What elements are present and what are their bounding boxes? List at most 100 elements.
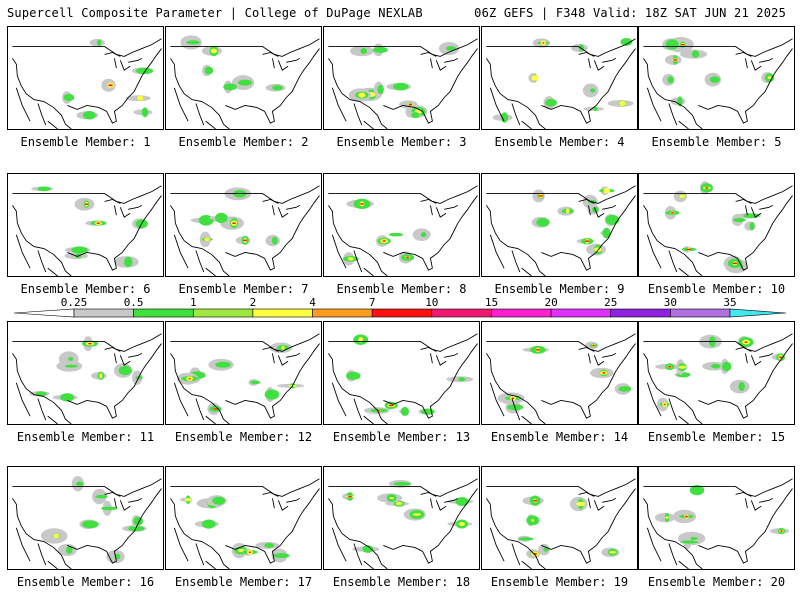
colorbar-tick-label: 25 bbox=[604, 296, 617, 309]
field-blob-green bbox=[749, 222, 755, 231]
lakes-outline bbox=[578, 199, 617, 218]
field-blob-yellow bbox=[531, 75, 539, 81]
coastline bbox=[12, 195, 162, 276]
ensemble-member-map bbox=[638, 26, 795, 130]
mexico-coast bbox=[646, 234, 689, 276]
field-blob-green bbox=[618, 386, 632, 392]
colorbar-tick-label: 2 bbox=[250, 296, 257, 309]
border-line bbox=[328, 38, 478, 57]
lakes-outline bbox=[104, 347, 143, 366]
field-blob-red bbox=[406, 256, 410, 259]
colorbar-segment bbox=[133, 308, 194, 318]
field-blob-red bbox=[188, 377, 191, 380]
field-blob-yellow bbox=[347, 257, 354, 261]
ensemble-member-label: Ensemble Member: 4 bbox=[494, 135, 625, 149]
ensemble-member-label: Ensemble Member: 8 bbox=[336, 282, 467, 296]
field-blob-yellow bbox=[608, 551, 617, 554]
lakes-outline bbox=[735, 347, 774, 366]
field-blob-green bbox=[360, 48, 368, 54]
border-line bbox=[486, 185, 636, 204]
field-blob-red bbox=[684, 515, 689, 518]
field-blob-red bbox=[592, 344, 595, 347]
ensemble-map-svg bbox=[328, 333, 478, 424]
border-line bbox=[328, 333, 478, 352]
mexico-coast bbox=[646, 87, 689, 129]
field-blob-yellow bbox=[99, 373, 103, 379]
border-line bbox=[486, 38, 636, 57]
ensemble-member-label: Ensemble Member: 2 bbox=[178, 135, 309, 149]
field-blob-green bbox=[738, 382, 745, 392]
field-blob-green bbox=[141, 107, 149, 118]
field-blob-green bbox=[722, 361, 732, 372]
border-line bbox=[643, 333, 793, 352]
field-blob-red bbox=[779, 356, 782, 358]
coastline bbox=[643, 343, 793, 424]
ensemble-member-label: Ensemble Member: 10 bbox=[647, 282, 786, 296]
field-blob-green bbox=[680, 540, 699, 544]
field-blob-green bbox=[118, 365, 132, 376]
border-line bbox=[328, 478, 478, 497]
color-scale-bar: 0.25 0.5 1 2 4 7 10 15 20 25 30 35 bbox=[13, 296, 787, 318]
border-line bbox=[12, 478, 162, 497]
field-blob-red bbox=[780, 530, 783, 532]
colorbar-tick-label: 20 bbox=[544, 296, 557, 309]
ensemble-map-svg bbox=[643, 333, 793, 424]
field-blob-red bbox=[248, 551, 252, 553]
field-blob-green bbox=[135, 67, 154, 75]
field-blob-green bbox=[593, 106, 598, 112]
coastline bbox=[643, 48, 793, 129]
border-line bbox=[643, 185, 793, 204]
field-blob-red bbox=[744, 341, 748, 343]
field-blob-red bbox=[96, 222, 101, 224]
ensemble-member-label: Ensemble Member: 5 bbox=[651, 135, 782, 149]
lakes-outline bbox=[104, 199, 143, 218]
field-blob-green bbox=[665, 39, 679, 50]
ensemble-member-label: Ensemble Member: 13 bbox=[332, 430, 471, 444]
coastline bbox=[328, 488, 478, 569]
field-blob-green bbox=[691, 50, 700, 58]
mexico-coast bbox=[15, 234, 58, 276]
ensemble-member-map bbox=[481, 173, 638, 277]
colorbar-tick-label: 0.5 bbox=[124, 296, 144, 309]
lakes-outline bbox=[104, 492, 143, 511]
field-blob-green bbox=[689, 485, 705, 496]
field-blob-green bbox=[82, 520, 99, 529]
ensemble-member-map bbox=[165, 466, 322, 570]
lakes-outline bbox=[578, 347, 617, 366]
colorbar-segment bbox=[431, 308, 492, 318]
field-blob-green bbox=[68, 356, 74, 362]
colorbar-tick-label: 30 bbox=[664, 296, 677, 309]
field-blob-yellow bbox=[412, 513, 422, 516]
field-blob-green bbox=[709, 76, 720, 83]
colorbar-tick-label: 35 bbox=[723, 296, 736, 309]
mexico-coast bbox=[331, 527, 374, 569]
field-blob-yellow bbox=[204, 237, 211, 242]
field-blob-red bbox=[538, 195, 543, 197]
border-line bbox=[12, 38, 162, 57]
ensemble-member-map bbox=[323, 173, 480, 277]
colorbar-segment bbox=[670, 308, 731, 318]
field-blob-green bbox=[590, 88, 596, 93]
ensemble-map-svg bbox=[12, 185, 162, 276]
field-blob-green bbox=[124, 256, 133, 268]
border-line bbox=[170, 38, 320, 57]
mexico-coast bbox=[15, 382, 58, 424]
field-blob-yellow bbox=[458, 522, 466, 526]
ensemble-member-map bbox=[638, 466, 795, 570]
field-blob-red bbox=[88, 342, 92, 345]
field-blob-green bbox=[620, 37, 633, 46]
field-blob-green bbox=[605, 214, 620, 226]
coastline bbox=[486, 343, 636, 424]
coastline bbox=[643, 195, 793, 276]
field-blob-red bbox=[732, 262, 738, 265]
field-blob-red bbox=[382, 240, 386, 242]
field-blob-yellow bbox=[767, 76, 772, 80]
ensemble-map-svg bbox=[486, 37, 636, 129]
colorbar-right-arrow bbox=[729, 308, 787, 318]
ensemble-map-svg bbox=[486, 333, 636, 424]
ensemble-member-label: Ensemble Member: 18 bbox=[332, 575, 471, 589]
field-blob-green bbox=[346, 371, 361, 380]
field-blob-yellow bbox=[53, 533, 60, 539]
field-blob-green bbox=[545, 98, 557, 107]
field-blob-red bbox=[663, 403, 666, 406]
